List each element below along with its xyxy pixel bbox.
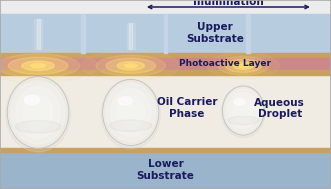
Ellipse shape: [117, 62, 144, 70]
Ellipse shape: [24, 95, 40, 104]
Bar: [0, 75, 331, 148]
Bar: [0, 148, 331, 152]
Ellipse shape: [11, 81, 65, 144]
Bar: [0, 70, 331, 75]
Ellipse shape: [234, 99, 244, 105]
Ellipse shape: [6, 77, 71, 152]
Bar: [164, 14, 167, 53]
Ellipse shape: [16, 87, 60, 138]
Ellipse shape: [106, 83, 156, 142]
Bar: [0, 53, 331, 58]
Bar: [81, 14, 85, 53]
Ellipse shape: [221, 86, 265, 138]
Ellipse shape: [23, 94, 54, 130]
Text: Upper
Substrate: Upper Substrate: [186, 22, 244, 44]
Ellipse shape: [118, 97, 132, 105]
Ellipse shape: [207, 53, 280, 79]
Ellipse shape: [228, 93, 258, 128]
Ellipse shape: [103, 79, 159, 146]
Bar: [0, 14, 331, 53]
Bar: [34, 19, 37, 49]
Ellipse shape: [8, 57, 68, 74]
Ellipse shape: [15, 121, 61, 133]
Text: Photoactive Layer: Photoactive Layer: [179, 59, 271, 68]
Text: Aqueous
Droplet: Aqueous Droplet: [254, 98, 305, 119]
Bar: [39, 19, 42, 49]
Ellipse shape: [22, 61, 54, 70]
Ellipse shape: [117, 96, 145, 129]
Ellipse shape: [0, 54, 80, 78]
Ellipse shape: [7, 77, 69, 148]
Ellipse shape: [233, 62, 253, 69]
Ellipse shape: [0, 49, 98, 83]
Ellipse shape: [225, 89, 261, 132]
Bar: [0, 58, 331, 70]
Text: Illumination: Illumination: [193, 0, 264, 7]
Ellipse shape: [218, 57, 269, 75]
Ellipse shape: [96, 55, 166, 76]
Ellipse shape: [222, 86, 264, 135]
Bar: [36, 19, 40, 49]
Ellipse shape: [225, 59, 261, 72]
Bar: [132, 23, 135, 49]
Ellipse shape: [81, 51, 180, 81]
Ellipse shape: [228, 116, 259, 125]
Bar: [0, 152, 331, 189]
Ellipse shape: [101, 79, 160, 149]
Ellipse shape: [124, 64, 137, 68]
Bar: [246, 14, 250, 53]
Ellipse shape: [110, 120, 152, 132]
Bar: [0, 0, 331, 14]
Bar: [126, 23, 130, 49]
Bar: [129, 23, 132, 49]
Ellipse shape: [239, 64, 248, 67]
Ellipse shape: [111, 89, 151, 136]
Ellipse shape: [31, 64, 46, 68]
Text: Oil Carrier
Phase: Oil Carrier Phase: [157, 97, 217, 119]
Text: Lower
Substrate: Lower Substrate: [137, 159, 194, 181]
Ellipse shape: [106, 58, 156, 73]
Ellipse shape: [233, 98, 254, 123]
